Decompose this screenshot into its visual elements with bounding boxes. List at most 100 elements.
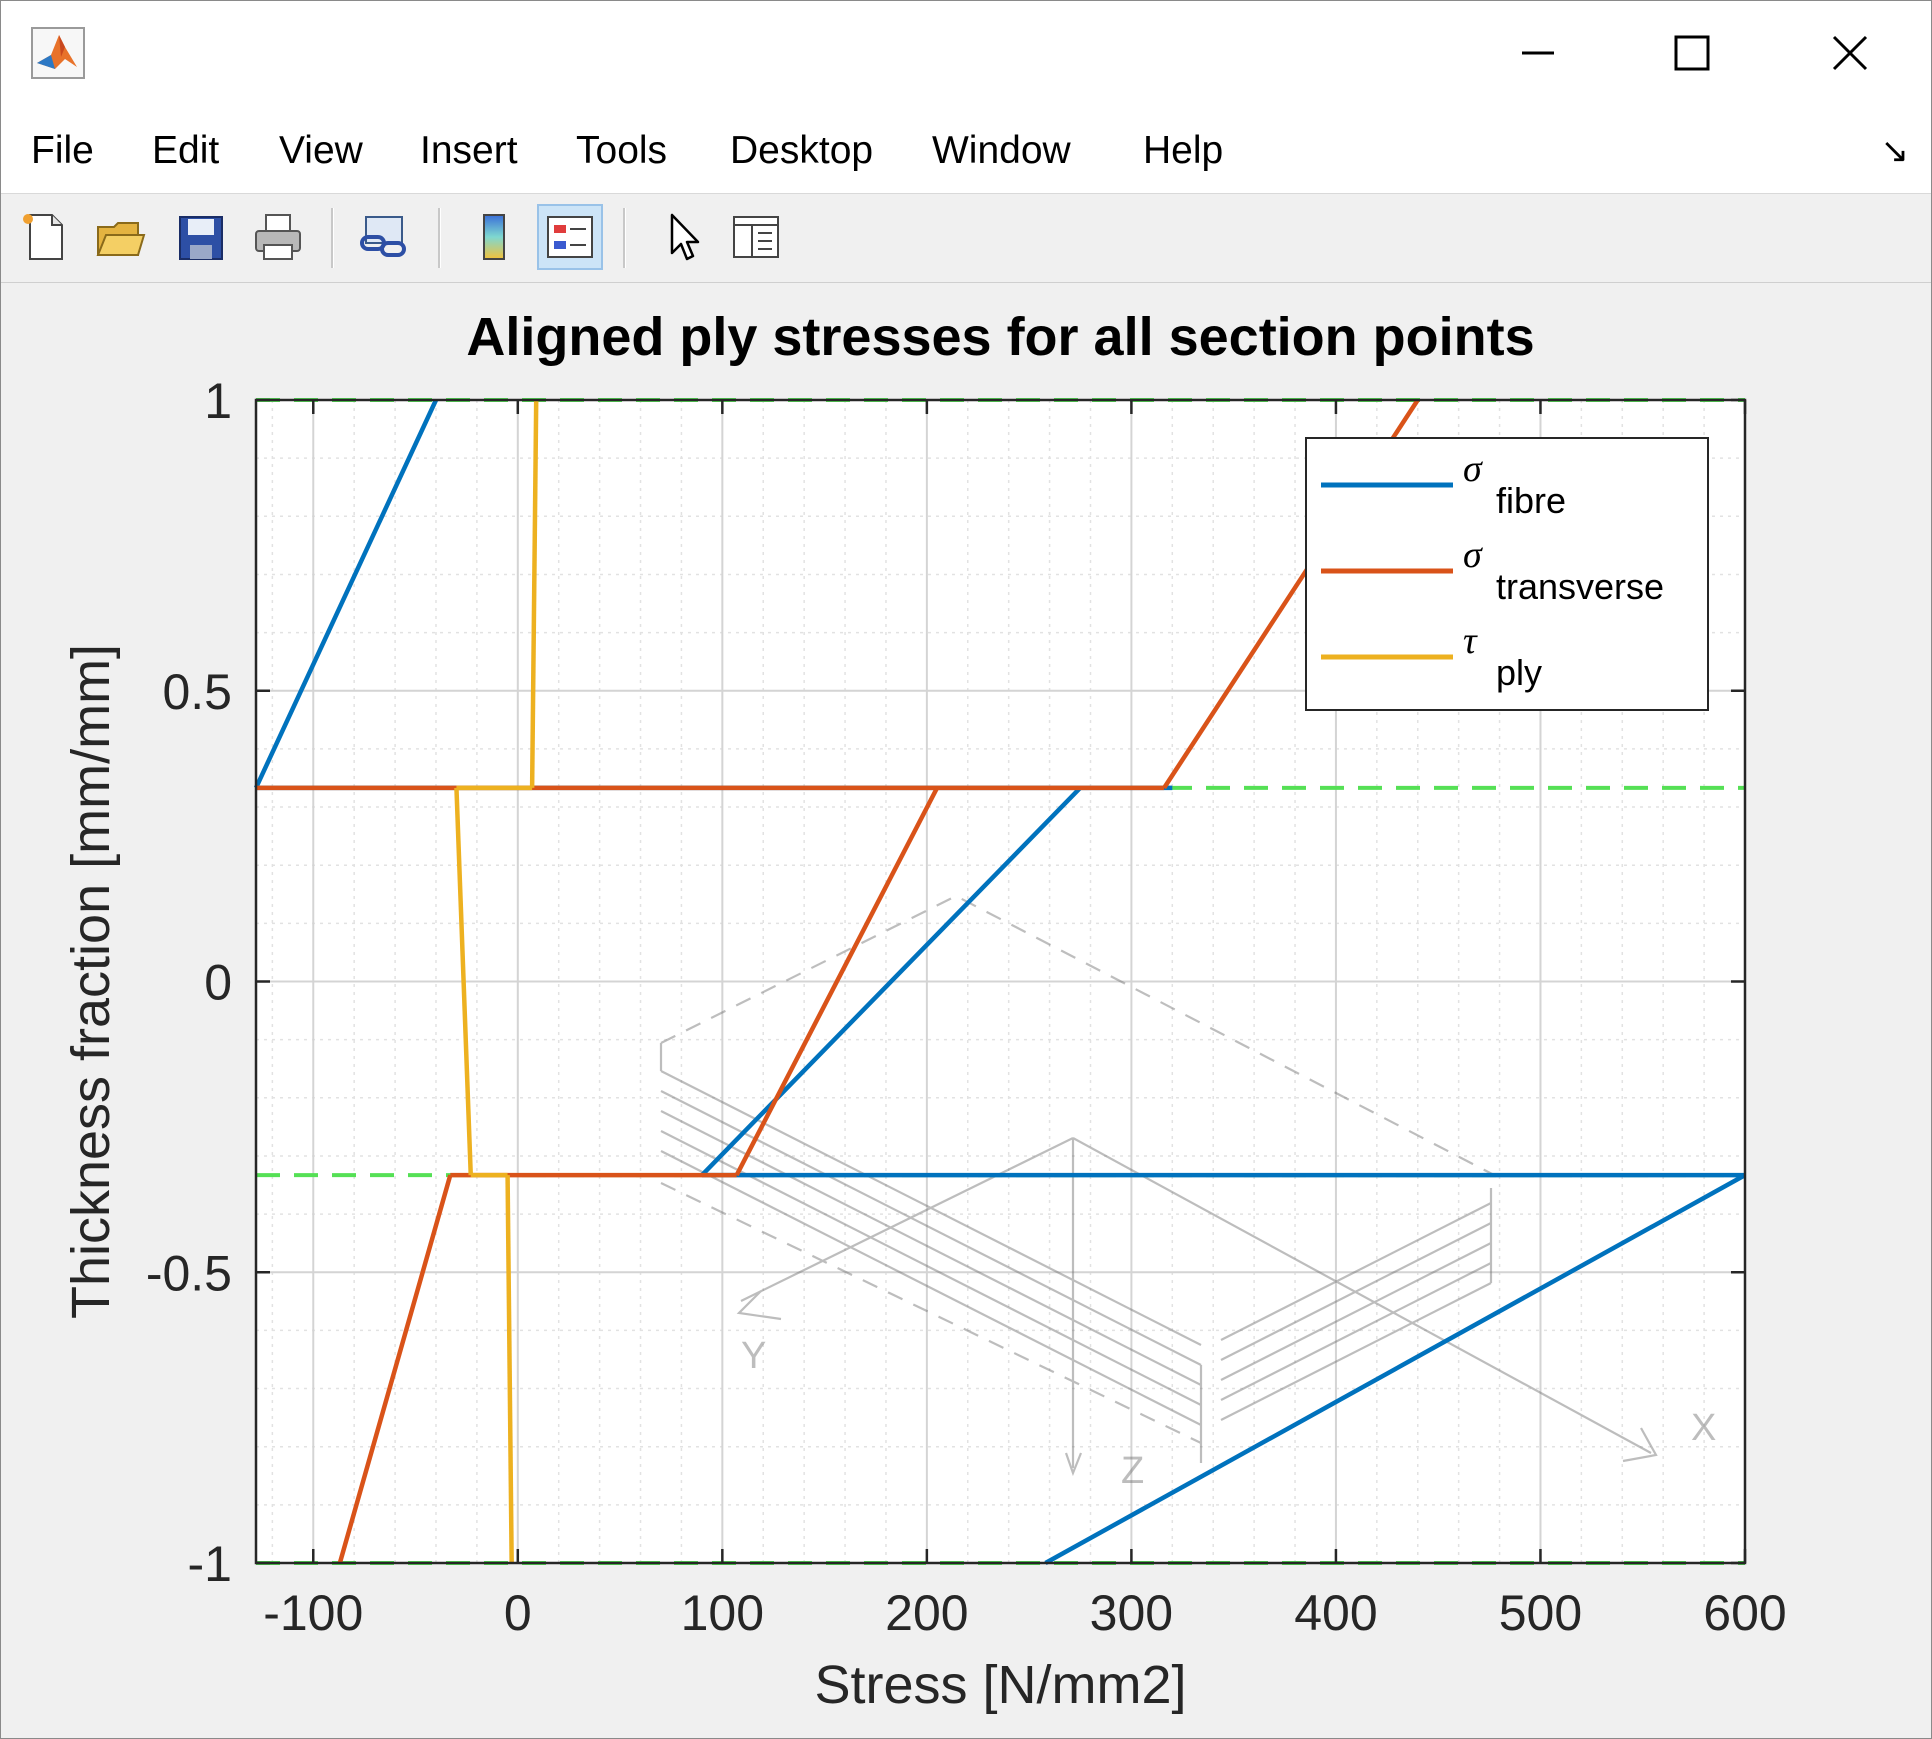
- legend-icon: [547, 216, 593, 258]
- menu-file[interactable]: File: [31, 129, 94, 172]
- x-tick-label: -100: [263, 1585, 363, 1641]
- series-line-ply: [454, 787, 474, 1176]
- series-line-ply: [529, 399, 539, 788]
- new-figure-button[interactable]: [11, 204, 77, 270]
- schematic-line: [1622, 1427, 1658, 1463]
- series-line-transverse: [337, 1174, 453, 1564]
- colorbar-icon: [483, 214, 505, 260]
- open-file-button[interactable]: [87, 204, 153, 270]
- menu-bar: File Edit View Insert Tools Desktop Wind…: [1, 105, 1931, 194]
- y-tick-label: 0.5: [162, 664, 232, 720]
- svg-text:σ: σ: [1463, 448, 1483, 490]
- y-tick-label: 0: [204, 955, 232, 1011]
- print-button[interactable]: [245, 204, 311, 270]
- schematic-axis-label: Y: [741, 1335, 766, 1377]
- schematic-line: [660, 1182, 1202, 1444]
- minimize-button[interactable]: [1463, 1, 1613, 105]
- legend[interactable]: σ fibre σ transverse τ ply: [1305, 437, 1709, 711]
- edit-plot-icon: [670, 213, 700, 261]
- laminate-schematic-watermark: X Y Z: [659, 894, 1716, 1492]
- figure-toolbar: [1, 194, 1931, 283]
- x-tick-label: 0: [504, 1585, 532, 1641]
- x-tick-label: 500: [1499, 1585, 1582, 1641]
- series-line-transverse: [734, 786, 940, 1177]
- link-plot-button[interactable]: [351, 204, 417, 270]
- y-tick-label: -1: [188, 1536, 232, 1592]
- close-icon: [1832, 35, 1868, 71]
- menu-desktop[interactable]: Desktop: [730, 129, 874, 172]
- save-icon: [179, 216, 223, 260]
- y-tick-label: -0.5: [146, 1245, 232, 1301]
- print-icon: [255, 214, 301, 260]
- legend-symbol: σ: [1463, 534, 1483, 576]
- new-figure-icon: [23, 214, 63, 260]
- x-tick-label: 100: [681, 1585, 764, 1641]
- save-button[interactable]: [167, 204, 233, 270]
- legend-button[interactable]: [537, 204, 603, 270]
- menu-insert[interactable]: Insert: [420, 129, 518, 172]
- toolbar-separator: [623, 208, 626, 268]
- edit-plot-button[interactable]: [649, 204, 715, 270]
- schematic-line: [1220, 1242, 1492, 1381]
- y-tick-label: 1: [204, 373, 232, 429]
- open-file-icon: [96, 222, 146, 256]
- schematic-line: [1220, 1282, 1492, 1421]
- title-bar: [1, 1, 1931, 105]
- schematic-line: [1072, 1137, 1652, 1454]
- chart: X Y Z -100 0 100 200 300 400 500 600 -1 -0.5 0 0.5 1 A…: [61, 307, 1787, 1715]
- series-line-fibre: [700, 786, 1082, 1177]
- close-button[interactable]: [1775, 1, 1925, 105]
- maximize-button[interactable]: [1617, 1, 1767, 105]
- x-tick-label: 600: [1703, 1585, 1786, 1641]
- legend-entry-transverse: σ transverse: [1321, 534, 1664, 607]
- svg-text:τ: τ: [1463, 620, 1478, 662]
- schematic-line: [660, 894, 1497, 1177]
- chart-title: Aligned ply stresses for all section poi…: [466, 307, 1534, 367]
- property-inspector-button[interactable]: [723, 204, 789, 270]
- legend-label-fibre: fibre: [1496, 480, 1566, 521]
- property-inspector-icon: [733, 216, 779, 258]
- schematic-line: [1220, 1262, 1492, 1401]
- menubar-overflow-arrow[interactable]: ↘: [1880, 132, 1910, 170]
- menu-tools[interactable]: Tools: [576, 129, 668, 172]
- schematic-line: [1064, 1452, 1083, 1477]
- legend-label-transverse: transverse: [1496, 566, 1664, 607]
- schematic-line: [660, 1150, 1202, 1426]
- x-tick-label: 200: [885, 1585, 968, 1641]
- x-tick-label: 400: [1294, 1585, 1377, 1641]
- matlab-icon: [31, 27, 85, 79]
- y-axis-label: Thickness fraction [mm/mm]: [61, 644, 121, 1319]
- schematic-line: [736, 1290, 782, 1321]
- schematic-line: [660, 1070, 1202, 1346]
- svg-text:σ: σ: [1463, 534, 1483, 576]
- toolbar-separator: [331, 208, 334, 268]
- toolbar-separator: [438, 208, 441, 268]
- series-line-ply: [505, 1175, 514, 1564]
- schematic-line: [740, 1137, 1074, 1302]
- figure-canvas: X Y Z -100 0 100 200 300 400 500 600 -1 -0.5 0 0.5 1 A…: [1, 283, 1931, 1738]
- legend-entry-fibre: σ fibre: [1321, 448, 1566, 521]
- series-line-fibre: [253, 399, 439, 789]
- colorbar-button[interactable]: [461, 204, 527, 270]
- series-line-fibre: [1044, 1173, 1747, 1565]
- schematic-axis-label: Z: [1121, 1450, 1144, 1492]
- schematic-line: [1220, 1202, 1492, 1341]
- legend-symbol: σ: [1463, 448, 1483, 490]
- menu-edit[interactable]: Edit: [152, 129, 220, 172]
- legend-entry-ply: τ ply: [1321, 620, 1542, 693]
- x-tick-label: 300: [1090, 1585, 1173, 1641]
- legend-label-ply: ply: [1496, 652, 1542, 693]
- maximize-icon: [1674, 35, 1710, 71]
- link-plot-icon: [360, 216, 406, 257]
- x-axis-label: Stress [N/mm2]: [814, 1655, 1186, 1715]
- schematic-line: [660, 1090, 1202, 1366]
- schematic-axis-label: X: [1691, 1407, 1716, 1449]
- legend-symbol: τ: [1463, 620, 1478, 662]
- menu-help[interactable]: Help: [1143, 129, 1224, 172]
- schematic-line: [660, 1110, 1202, 1386]
- minimize-icon: [1522, 51, 1554, 55]
- menu-window[interactable]: Window: [932, 129, 1071, 172]
- menu-view[interactable]: View: [279, 129, 363, 172]
- schematic-line: [1220, 1222, 1492, 1361]
